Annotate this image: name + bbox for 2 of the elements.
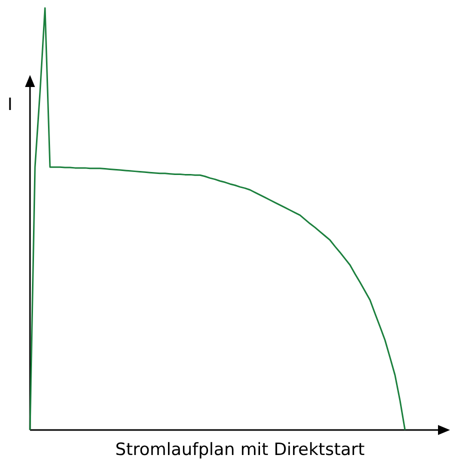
x-axis-title: Stromlaufplan mit Direktstart [115,440,366,460]
y-axis-title: I [7,95,13,115]
